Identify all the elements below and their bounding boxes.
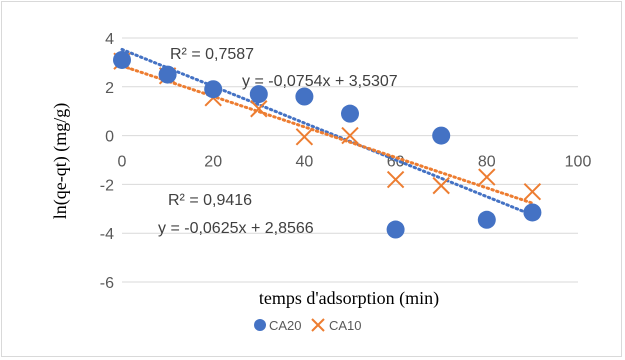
x-tick-label: 80	[478, 154, 496, 171]
ca10-trendline	[120, 64, 534, 205]
ca10-point	[341, 126, 359, 145]
y-tick-label: -6	[100, 275, 114, 292]
ca20-trendline	[120, 47, 534, 217]
ca10-point	[432, 176, 450, 195]
x-axis-title: temps d'adsorption (min)	[259, 288, 439, 309]
ca10-equation-label: y = -0,0625x + 2,8566	[158, 220, 314, 237]
legend-ca10-label: CA10	[329, 318, 362, 333]
ca20-point	[158, 65, 177, 84]
ca20-point	[432, 126, 451, 145]
x-tick-label: 0	[118, 154, 127, 171]
ca10-point	[478, 168, 496, 186]
y-tick-labels: 4 2 0 -2 -4 -6	[100, 31, 114, 292]
ca10-point	[295, 128, 314, 146]
y-tick-label: 2	[105, 80, 114, 97]
ca20-point	[295, 87, 314, 106]
legend-ca10-marker	[311, 318, 325, 332]
x-tick-label: 20	[204, 154, 222, 171]
legend-ca20-label: CA20	[269, 318, 302, 333]
ca10-point	[250, 100, 268, 118]
ca20-point	[113, 50, 131, 69]
ca20-point	[341, 104, 359, 123]
y-axis-title: ln(qe-qt) (mg/g)	[50, 103, 71, 219]
ca20-point	[249, 85, 268, 104]
trendlines	[120, 47, 534, 217]
ca10-point	[386, 170, 405, 189]
gridlines	[122, 37, 578, 283]
legend-ca20-marker	[254, 319, 266, 331]
ca20-point	[204, 80, 223, 99]
ca10-point	[523, 183, 542, 201]
x-tick-labels: 0 20 40 60 80 100	[118, 154, 592, 171]
y-tick-label: -4	[100, 226, 114, 243]
data-points	[113, 50, 542, 239]
x-tick-label: 40	[296, 154, 314, 171]
legend: CA20 CA10	[254, 318, 362, 333]
ca20-point	[523, 203, 542, 222]
ca20-r2-label: R² = 0,7587	[170, 46, 254, 63]
x-tick-label: 100	[565, 154, 592, 171]
y-tick-label: 4	[105, 31, 114, 48]
ca20-point	[386, 220, 405, 239]
ca20-point	[477, 210, 496, 229]
ca10-r2-label: R² = 0,9416	[168, 192, 252, 209]
y-tick-label: -2	[100, 177, 114, 194]
ca20-equation-label: y = -0,0754x + 3,5307	[242, 73, 398, 90]
y-tick-label: 0	[105, 129, 114, 146]
